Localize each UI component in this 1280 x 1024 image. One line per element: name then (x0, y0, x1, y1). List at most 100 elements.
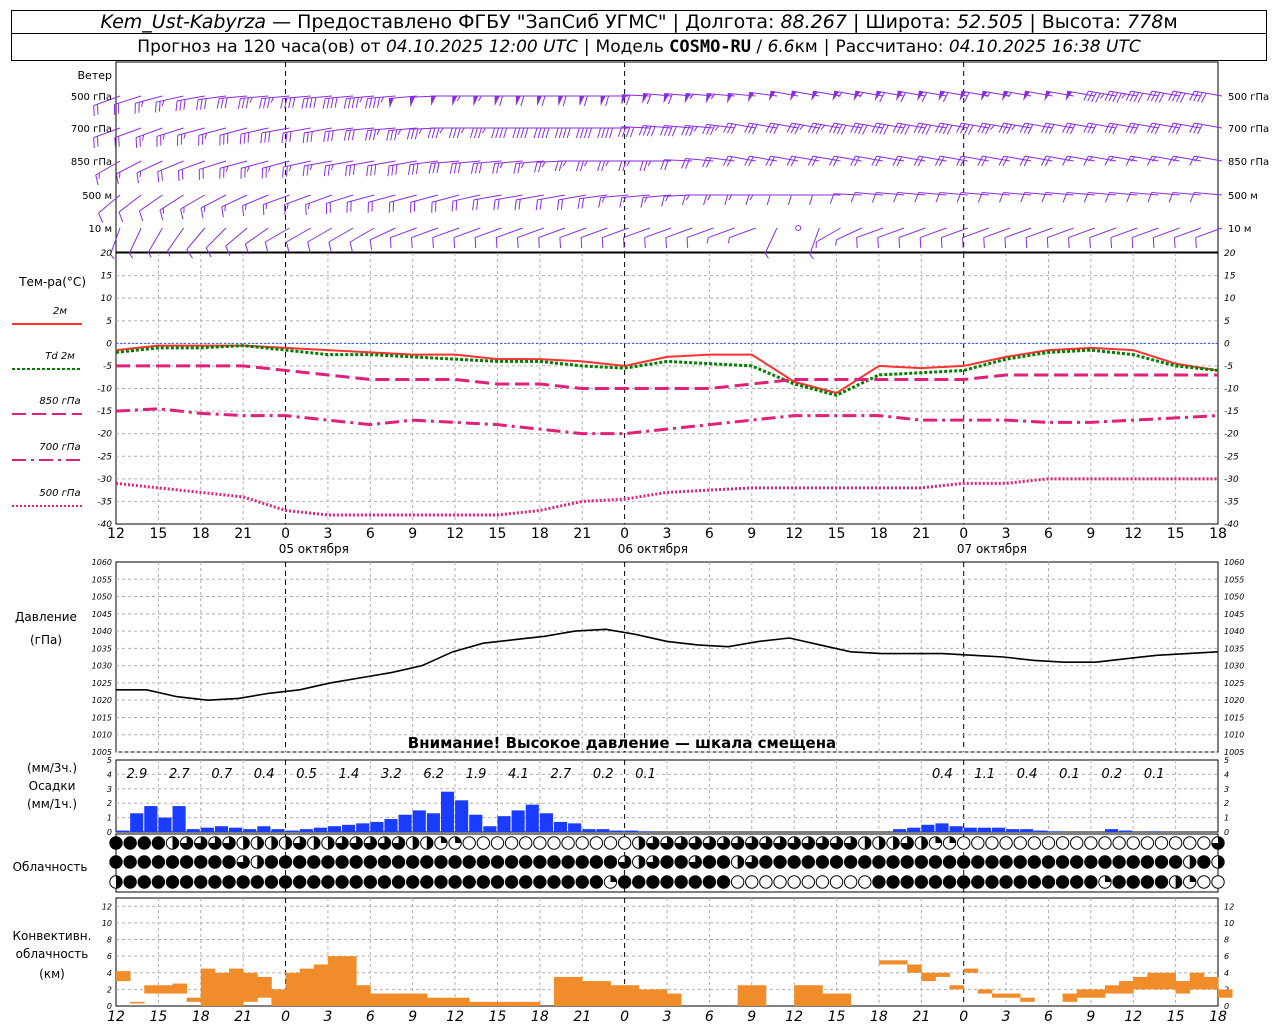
alt-label: Высота: (1041, 11, 1121, 33)
header-line-2: Прогноз на 120 часа(ов) от 04.10.2025 12… (11, 34, 1267, 61)
cloud-symbol (490, 836, 505, 850)
cloud-symbol (349, 875, 363, 889)
wind-barb (893, 192, 926, 203)
wind-barb (914, 192, 947, 203)
conv-bar (878, 960, 894, 965)
conv-bar (384, 993, 399, 1006)
wind-barb (114, 127, 142, 149)
wind-barb (180, 194, 206, 220)
time-tick-label-bottom: 15 (1167, 1009, 1185, 1024)
conv-bar (1104, 985, 1120, 994)
time-tick-label-bottom: 12 (446, 1009, 464, 1024)
cloud-symbol (815, 855, 830, 869)
wind-barb (157, 160, 184, 183)
wind-level-label: 500 м (82, 191, 112, 202)
wind-barb (514, 194, 544, 211)
conv-bar (652, 989, 668, 1006)
temp-tick-right: -5 (1224, 362, 1233, 372)
temp-legend-label: 500 гПа (39, 488, 80, 499)
precip-total-label: 0.1 (1059, 767, 1080, 782)
cloud-symbol (928, 875, 943, 889)
wind-barb (1004, 227, 1032, 249)
temp-tick: 5 (106, 317, 112, 327)
wind-level-label: 850 гПа (71, 157, 112, 168)
wind-barb (407, 160, 438, 176)
time-tick-label: 12 (1124, 526, 1142, 542)
conv-bar (1006, 993, 1021, 998)
temp-tick-right: -25 (1224, 452, 1239, 462)
wind-barb (766, 194, 799, 206)
cloud-title: Облачность (13, 860, 88, 874)
conv-bar (455, 997, 470, 1006)
wind-barb (871, 192, 905, 203)
cloud-symbol (575, 836, 589, 850)
time-tick-label: 12 (446, 526, 464, 542)
precip-bar (299, 829, 313, 832)
cloud-symbol (123, 855, 137, 869)
conv-tick: 0 (107, 1002, 112, 1011)
precip-bar (356, 823, 370, 832)
cloud-symbol (716, 836, 731, 850)
wind-barb (1125, 155, 1159, 166)
wind-barb (128, 227, 142, 259)
cloud-symbol (1070, 855, 1084, 869)
precip-bar (949, 826, 963, 832)
precip-bar (1104, 829, 1119, 832)
cloud-symbol (349, 836, 363, 850)
precip-bar (483, 826, 497, 832)
conv-bar (624, 985, 640, 1006)
wind-barb (167, 227, 184, 257)
wind-barb (264, 227, 290, 253)
wind-barb (154, 95, 184, 113)
cloud-symbol (999, 836, 1013, 850)
pressure-tick-right: 1010 (1224, 731, 1244, 740)
precip-bar (229, 827, 243, 832)
cloud-symbol (292, 836, 307, 850)
wind-barb (856, 227, 884, 249)
cloud-symbol (1098, 875, 1112, 889)
wind-barb (388, 95, 417, 109)
precip-total-label: 3.2 (381, 767, 402, 782)
cloud-symbol (787, 875, 801, 889)
cloud-symbol (504, 836, 519, 850)
wind-barb (686, 227, 714, 249)
wind-barb (219, 127, 248, 146)
pressure-tick: 1035 (92, 644, 112, 653)
forecast-start: 04.10.2025 12:00 UTC (385, 37, 578, 57)
cloud-symbol (335, 836, 349, 850)
time-tick-label: 15 (1167, 526, 1185, 542)
cloud-symbol (603, 875, 618, 889)
wind-barb (601, 227, 629, 249)
cloud-symbol (914, 855, 929, 869)
lat-label: Широта: (865, 11, 951, 33)
cloud-symbol (745, 855, 759, 869)
time-tick-label: 0 (959, 526, 968, 542)
wind-barb (198, 127, 227, 146)
wind-level-label-right: 850 гПа (1228, 157, 1269, 168)
wind-barb (835, 227, 862, 246)
time-tick-label-bottom: 9 (1086, 1009, 1095, 1024)
pressure-panel-frame (115, 561, 1219, 753)
cloud-symbol (1140, 875, 1155, 889)
cloud-symbol (829, 855, 844, 869)
precip-tick: 1 (107, 814, 112, 823)
time-tick-label-bottom: 0 (281, 1009, 290, 1024)
cloud-symbol (1070, 836, 1084, 850)
cloud-symbol (900, 836, 914, 850)
pressure-tick-right: 1005 (1224, 748, 1244, 757)
conv-bar (893, 960, 908, 965)
cloud-symbol (1211, 875, 1225, 889)
conv-bar (327, 956, 343, 1006)
pressure-line (116, 628, 1219, 701)
cloud-symbol (1197, 836, 1211, 850)
cloud-symbol (264, 855, 279, 869)
cloud-symbol (335, 855, 349, 869)
cloud-symbol (843, 855, 858, 869)
pressure-tick: 1045 (92, 610, 112, 619)
cloud-symbol (547, 855, 561, 869)
cloud-symbol (1027, 875, 1042, 889)
time-tick-label-bottom: 9 (408, 1009, 417, 1024)
temp-legend-label: Td 2м (45, 351, 75, 362)
time-tick-label: 15 (828, 526, 846, 542)
cloud-symbol (759, 855, 773, 869)
